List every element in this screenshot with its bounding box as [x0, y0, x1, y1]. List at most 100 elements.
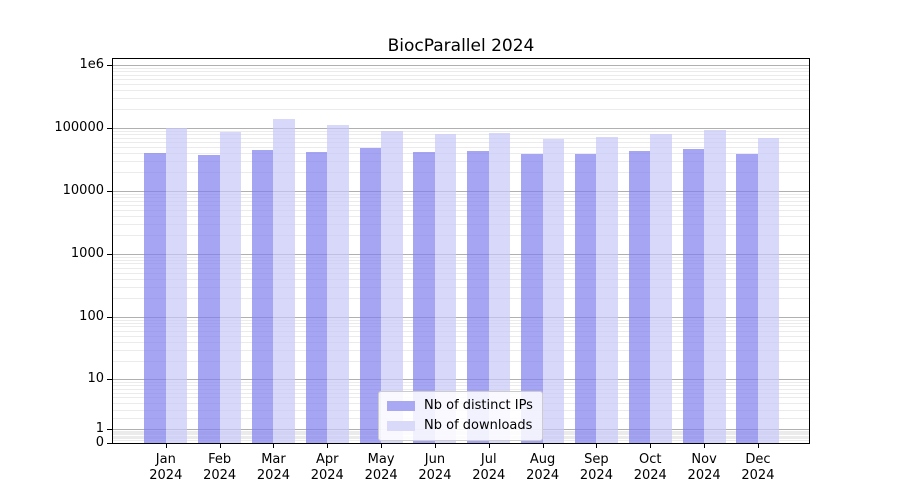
x-tick-label: Oct 2024	[620, 452, 680, 484]
gridline-minor	[113, 267, 809, 269]
gridline-minor	[113, 330, 809, 332]
x-tick-mark	[542, 444, 544, 448]
x-tick-month: Jun	[424, 452, 446, 467]
x-tick-mark	[327, 444, 329, 448]
gridline-minor	[113, 382, 809, 384]
bar-nb-of-distinct-ips-jan-2024	[144, 152, 166, 443]
y-tick-label: 100000	[54, 119, 104, 135]
legend-label-distinct-ips: Nb of distinct IPs	[424, 398, 533, 413]
gridline-major	[113, 316, 809, 318]
gridline-minor	[113, 97, 809, 99]
bar-nb-of-distinct-ips-oct-2024	[628, 150, 651, 443]
x-tick-mark	[219, 444, 221, 448]
gridline-minor	[113, 193, 809, 195]
bar-nb-of-downloads-jul-2024	[488, 133, 511, 443]
legend-item-distinct-ips: Nb of distinct IPs	[387, 398, 533, 413]
x-tick-month: Oct	[639, 452, 662, 467]
x-tick-label: May 2024	[351, 452, 411, 484]
bar-nb-of-downloads-apr-2024	[327, 124, 349, 443]
bar-nb-of-downloads-jun-2024	[434, 134, 457, 443]
gridline-minor	[113, 278, 809, 280]
x-tick-label: Jul 2024	[459, 452, 519, 484]
gridline-minor	[113, 137, 809, 139]
bar-nb-of-distinct-ips-may-2024	[359, 147, 382, 443]
gridline-minor	[113, 286, 809, 288]
gridline-minor	[113, 146, 809, 148]
x-tick-year: 2024	[472, 468, 506, 483]
bar-nb-of-downloads-sep-2024	[596, 136, 618, 443]
x-tick-month: Jan	[155, 452, 176, 467]
gridline-minor	[113, 215, 809, 217]
legend: Nb of distinct IPs Nb of downloads	[378, 391, 543, 441]
bar-nb-of-downloads-nov-2024	[704, 130, 726, 443]
gridline-major	[113, 379, 809, 381]
bar-nb-of-distinct-ips-sep-2024	[574, 153, 597, 443]
gridline-minor	[113, 297, 809, 299]
y-tick-mark	[107, 253, 112, 255]
gridline-minor	[113, 322, 809, 324]
x-tick-year: 2024	[526, 468, 560, 483]
gridline-minor	[113, 256, 809, 258]
bar-nb-of-downloads-jan-2024	[165, 128, 188, 443]
y-tick-label: 10000	[62, 182, 104, 198]
y-tick-mark	[107, 316, 112, 318]
y-tick-mark	[107, 379, 112, 381]
y-tick-mark	[107, 190, 112, 192]
x-tick-year: 2024	[149, 468, 183, 483]
y-tick-mark	[107, 429, 112, 431]
gridline-minor	[113, 209, 809, 211]
gridline-minor	[113, 335, 809, 337]
bar-nb-of-distinct-ips-jun-2024	[413, 152, 435, 443]
gridline-minor	[113, 200, 809, 202]
y-tick-label: 0	[95, 434, 104, 450]
gridline-minor	[113, 319, 809, 321]
x-tick-mark	[650, 444, 652, 448]
x-tick-month: Dec	[745, 452, 771, 467]
x-tick-mark	[434, 444, 436, 448]
x-tick-label: Feb 2024	[190, 452, 250, 484]
bar-nb-of-downloads-may-2024	[381, 131, 403, 443]
gridline-minor	[113, 67, 809, 69]
gridline-minor	[113, 108, 809, 110]
gridline-minor	[113, 133, 809, 135]
gridline-major	[113, 64, 809, 66]
bar-nb-of-downloads-aug-2024	[542, 139, 565, 443]
gridline-minor	[113, 360, 809, 362]
legend-item-downloads: Nb of downloads	[387, 418, 533, 433]
x-tick-label: Jan 2024	[136, 452, 196, 484]
bar-nb-of-distinct-ips-nov-2024	[682, 149, 705, 443]
y-tick-label: 1e6	[79, 56, 104, 72]
x-tick-label: Dec 2024	[728, 452, 788, 484]
gridline-major	[113, 190, 809, 192]
bar-nb-of-distinct-ips-jul-2024	[467, 150, 489, 443]
gridline-minor	[113, 130, 809, 132]
legend-swatch-distinct-ips	[387, 400, 415, 411]
x-tick-month: Mar	[261, 452, 286, 467]
x-tick-month: May	[367, 452, 395, 467]
x-tick-year: 2024	[687, 468, 721, 483]
x-tick-year: 2024	[741, 468, 775, 483]
x-tick-month: Sep	[584, 452, 609, 467]
x-tick-month: Feb	[208, 452, 232, 467]
y-tick-mark	[107, 127, 112, 129]
y-tick-label: 100	[79, 308, 104, 324]
gridline-minor	[113, 223, 809, 225]
y-tick-mark	[107, 64, 112, 66]
chart-title: BiocParallel 2024	[387, 36, 535, 56]
x-tick-mark	[704, 444, 706, 448]
legend-swatch-downloads	[387, 420, 415, 431]
bar-nb-of-distinct-ips-apr-2024	[305, 152, 328, 443]
gridline-minor	[113, 196, 809, 198]
gridline-minor	[113, 341, 809, 343]
gridline-minor	[113, 78, 809, 80]
x-tick-year: 2024	[633, 468, 667, 483]
x-tick-month: Aug	[529, 452, 556, 467]
gridline-minor	[113, 234, 809, 236]
bar-nb-of-downloads-dec-2024	[757, 137, 780, 443]
legend-label-downloads: Nb of downloads	[424, 418, 533, 433]
x-tick-year: 2024	[256, 468, 290, 483]
plot-area	[112, 58, 810, 444]
gridline-minor	[113, 204, 809, 206]
x-tick-label: Apr 2024	[297, 452, 357, 484]
